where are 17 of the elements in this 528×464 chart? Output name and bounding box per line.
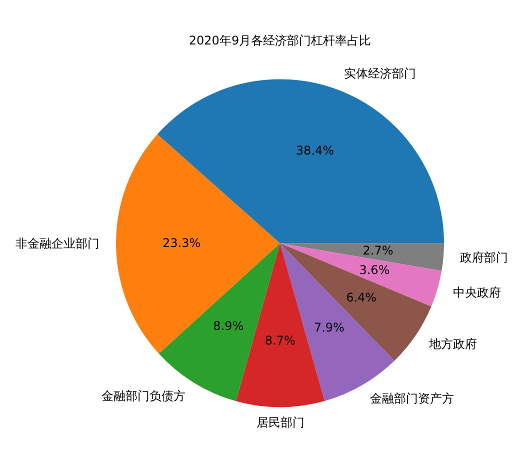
data-label: 8.9%: [213, 319, 244, 334]
data-label: 2.7%: [362, 244, 394, 258]
slice-label: 非金融企业部门: [16, 236, 100, 250]
data-label: 3.6%: [359, 262, 390, 277]
slice-label: 中央政府: [453, 286, 502, 300]
slice-label: 居民部门: [256, 416, 304, 430]
slice-label: 金融部门负债方: [101, 388, 186, 403]
slice-label: 实体经济部门: [344, 66, 416, 81]
data-label: 23.3%: [162, 236, 201, 250]
chart-title: 2020年9月各经济部门杠杆率占比: [188, 33, 372, 48]
slice-label: 地方政府: [428, 336, 478, 351]
data-label: 38.4%: [296, 143, 334, 158]
data-label: 6.4%: [346, 290, 377, 305]
slice-label: 政府部门: [460, 250, 508, 265]
slice-label: 金融部门资产方: [370, 392, 454, 406]
data-label: 8.7%: [264, 334, 296, 348]
data-label: 7.9%: [314, 320, 344, 335]
